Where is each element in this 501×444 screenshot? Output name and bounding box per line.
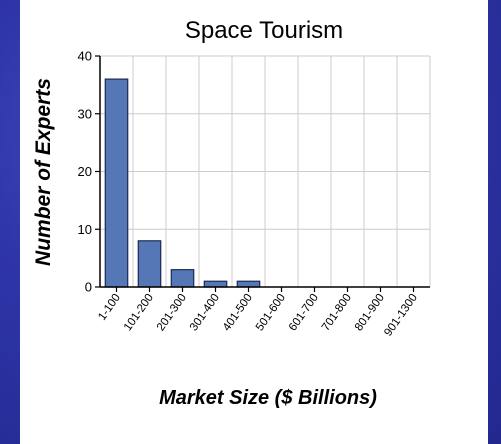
y-tick-label: 30 [78,106,92,121]
x-ticks: 1-100101-200201-300301-400401-500501-600… [96,287,420,339]
x-tick-label: 601-700 [287,292,321,333]
y-tick-label: 0 [85,280,92,295]
x-tick-label: 101-200 [122,292,156,333]
x-axis-label: Market Size ($ Billions) [159,387,377,409]
x-tick-label: 501-600 [254,292,288,333]
x-tick-label: 901-1300 [382,292,420,339]
y-axis-label: Number of Experts [32,78,55,266]
bar-1-100 [104,78,129,288]
chart-panel [20,0,488,444]
gridlines [100,55,431,287]
x-tick-label: 801-900 [353,292,387,333]
chart-title: Space Tourism [185,17,343,44]
x-tick-label: 401-500 [221,292,255,333]
x-tick-label: 201-300 [155,292,189,333]
bar-401-500 [236,280,261,288]
bar-301-400 [203,280,228,288]
y-tick-label: 20 [78,164,92,179]
y-tick-label: 40 [78,49,92,64]
bar-201-300 [170,269,195,288]
bar-101-200 [137,240,162,288]
x-tick-label: 701-800 [320,292,354,333]
x-tick-label: 301-400 [188,292,222,333]
x-tick-label: 1-100 [96,292,123,323]
bars [104,78,261,288]
y-tick-label: 10 [78,222,92,237]
y-ticks: 0 10 20 30 40 [78,49,100,295]
